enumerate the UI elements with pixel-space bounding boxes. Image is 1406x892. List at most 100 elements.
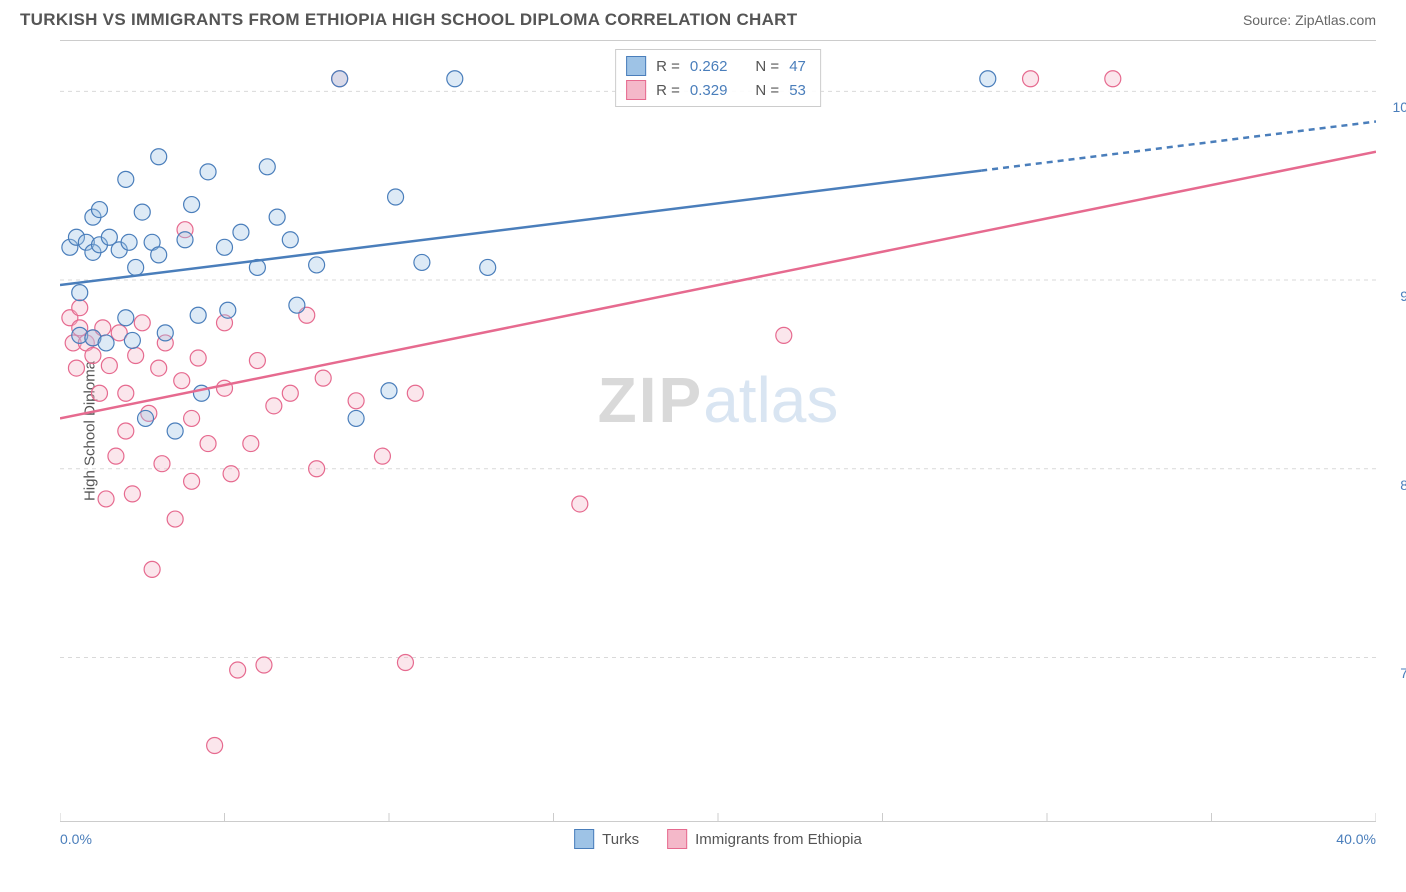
data-point-turks bbox=[91, 202, 107, 218]
data-point-turks bbox=[309, 257, 325, 273]
legend-swatch bbox=[574, 829, 594, 849]
data-point-turks bbox=[184, 197, 200, 213]
data-point-turks bbox=[282, 232, 298, 248]
data-point-ethiopia bbox=[124, 486, 140, 502]
data-point-turks bbox=[151, 149, 167, 165]
data-point-ethiopia bbox=[91, 385, 107, 401]
legend-swatch bbox=[626, 56, 646, 76]
legend-swatch bbox=[626, 80, 646, 100]
data-point-ethiopia bbox=[776, 327, 792, 343]
chart-area: High School Diploma ZIPatlas R = 0.262 N… bbox=[60, 40, 1376, 822]
data-point-ethiopia bbox=[282, 385, 298, 401]
data-point-turks bbox=[124, 332, 140, 348]
data-point-ethiopia bbox=[223, 466, 239, 482]
data-point-ethiopia bbox=[243, 436, 259, 452]
y-tick-label: 92.5% bbox=[1400, 288, 1406, 304]
data-point-turks bbox=[134, 204, 150, 220]
data-point-ethiopia bbox=[128, 348, 144, 364]
data-point-ethiopia bbox=[217, 380, 233, 396]
data-point-ethiopia bbox=[374, 448, 390, 464]
data-point-turks bbox=[233, 224, 249, 240]
data-point-ethiopia bbox=[407, 385, 423, 401]
data-point-ethiopia bbox=[167, 511, 183, 527]
legend-bottom: Turks Immigrants from Ethiopia bbox=[574, 829, 862, 849]
data-point-ethiopia bbox=[249, 353, 265, 369]
data-point-ethiopia bbox=[184, 410, 200, 426]
data-point-turks bbox=[381, 383, 397, 399]
data-point-ethiopia bbox=[315, 370, 331, 386]
legend-label: Turks bbox=[602, 831, 639, 848]
data-point-ethiopia bbox=[68, 360, 84, 376]
legend-r-value: 0.329 bbox=[690, 82, 728, 99]
data-point-ethiopia bbox=[144, 561, 160, 577]
data-point-ethiopia bbox=[200, 436, 216, 452]
chart-title: TURKISH VS IMMIGRANTS FROM ETHIOPIA HIGH… bbox=[20, 10, 797, 30]
data-point-ethiopia bbox=[348, 393, 364, 409]
y-tick-label: 100.0% bbox=[1393, 99, 1406, 115]
chart-source: Source: ZipAtlas.com bbox=[1243, 12, 1376, 28]
data-point-ethiopia bbox=[190, 350, 206, 366]
data-point-ethiopia bbox=[572, 496, 588, 512]
legend-r-label: R = bbox=[656, 82, 680, 99]
legend-n-label: N = bbox=[755, 82, 779, 99]
legend-r-label: R = bbox=[656, 58, 680, 75]
data-point-ethiopia bbox=[207, 738, 223, 754]
data-point-turks bbox=[220, 302, 236, 318]
data-point-ethiopia bbox=[72, 300, 88, 316]
legend-swatch bbox=[667, 829, 687, 849]
data-point-turks bbox=[128, 259, 144, 275]
legend-item: Turks bbox=[574, 829, 639, 849]
data-point-turks bbox=[259, 159, 275, 175]
data-point-turks bbox=[200, 164, 216, 180]
legend-stats-row: R = 0.329 N = 53 bbox=[626, 78, 806, 102]
data-point-turks bbox=[151, 247, 167, 263]
data-point-ethiopia bbox=[118, 385, 134, 401]
data-point-ethiopia bbox=[174, 373, 190, 389]
data-point-ethiopia bbox=[1023, 71, 1039, 87]
data-point-turks bbox=[269, 209, 285, 225]
data-point-turks bbox=[289, 297, 305, 313]
data-point-turks bbox=[98, 335, 114, 351]
legend-item: Immigrants from Ethiopia bbox=[667, 829, 862, 849]
data-point-ethiopia bbox=[85, 348, 101, 364]
legend-stats: R = 0.262 N = 47 R = 0.329 N = 53 bbox=[615, 49, 821, 107]
data-point-turks bbox=[72, 285, 88, 301]
data-point-ethiopia bbox=[101, 358, 117, 374]
data-point-turks bbox=[217, 239, 233, 255]
legend-stats-row: R = 0.262 N = 47 bbox=[626, 54, 806, 78]
y-tick-label: 85.0% bbox=[1400, 477, 1406, 493]
scatter-plot bbox=[60, 41, 1376, 821]
data-point-turks bbox=[190, 307, 206, 323]
data-point-turks bbox=[138, 410, 154, 426]
data-point-ethiopia bbox=[108, 448, 124, 464]
chart-header: TURKISH VS IMMIGRANTS FROM ETHIOPIA HIGH… bbox=[0, 0, 1406, 36]
data-point-turks bbox=[167, 423, 183, 439]
data-point-ethiopia bbox=[266, 398, 282, 414]
x-tick-label: 40.0% bbox=[1336, 831, 1376, 847]
data-point-turks bbox=[447, 71, 463, 87]
data-point-ethiopia bbox=[230, 662, 246, 678]
legend-label: Immigrants from Ethiopia bbox=[695, 831, 862, 848]
x-tick-label: 0.0% bbox=[60, 831, 92, 847]
data-point-ethiopia bbox=[151, 360, 167, 376]
data-point-ethiopia bbox=[154, 456, 170, 472]
data-point-ethiopia bbox=[184, 473, 200, 489]
data-point-ethiopia bbox=[118, 423, 134, 439]
data-point-turks bbox=[157, 325, 173, 341]
regression-line-ethiopia bbox=[60, 152, 1376, 419]
data-point-ethiopia bbox=[1105, 71, 1121, 87]
data-point-ethiopia bbox=[256, 657, 272, 673]
y-tick-label: 77.5% bbox=[1400, 665, 1406, 681]
data-point-turks bbox=[118, 310, 134, 326]
legend-r-value: 0.262 bbox=[690, 58, 728, 75]
data-point-turks bbox=[177, 232, 193, 248]
legend-n-value: 47 bbox=[789, 58, 806, 75]
data-point-ethiopia bbox=[134, 315, 150, 331]
regression-line-turks bbox=[60, 171, 981, 285]
data-point-turks bbox=[121, 234, 137, 250]
data-point-ethiopia bbox=[309, 461, 325, 477]
data-point-turks bbox=[348, 410, 364, 426]
legend-n-value: 53 bbox=[789, 82, 806, 99]
data-point-ethiopia bbox=[98, 491, 114, 507]
data-point-turks bbox=[414, 254, 430, 270]
